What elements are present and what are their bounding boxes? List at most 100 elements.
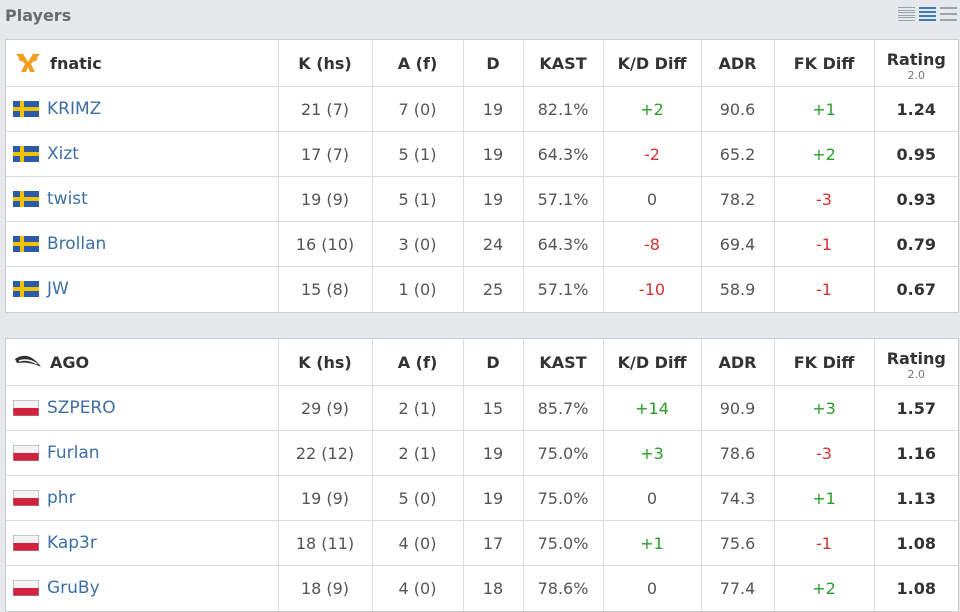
player-name-link[interactable]: Furlan [47,443,100,463]
large-view-icon[interactable] [940,6,957,22]
standard-view-icon[interactable] [919,6,936,22]
deaths-cell: 19 [462,131,523,177]
column-header: ADR [700,40,774,87]
kd-diff-cell: 0 [602,176,701,222]
rating-header-label: Rating [886,348,946,368]
fk-diff-cell: -1 [773,520,874,566]
adr-cell: 58.9 [700,266,774,312]
kd-diff-cell: -8 [602,221,701,267]
player-name-link[interactable]: SZPERO [47,398,116,418]
team-name[interactable]: fnatic [50,53,102,73]
column-header: K (hs) [277,339,372,386]
kd-diff-cell: 0 [602,565,701,611]
rating-cell: 0.67 [873,266,958,312]
fk-diff-cell: +1 [773,86,874,132]
poland-flag-icon [13,580,39,597]
rating-cell: 0.93 [873,176,958,222]
fk-diff-cell: -3 [773,430,874,476]
assists-cell: 4 (0) [371,565,463,611]
column-header: Rating 2.0 [873,40,958,87]
player-name-link[interactable]: Xizt [47,144,79,164]
player-name-link[interactable]: phr [47,488,76,508]
kills-cell: 18 (9) [277,565,372,611]
kast-cell: 78.6% [522,565,603,611]
fk-diff-cell: -1 [773,266,874,312]
team-stats-table-ago: AGO K (hs) A (f) D KAST K/D Diff ADR FK Diff Rat… [5,338,959,612]
player-cell: Xizt [6,132,278,177]
adr-cell: 69.4 [700,221,774,267]
rating-version-label: 2.0 [907,368,926,381]
assists-cell: 4 (0) [371,520,463,566]
kast-cell: 82.1% [522,86,603,132]
column-header: KAST [522,40,603,87]
kd-diff-cell: -10 [602,266,701,312]
kast-cell: 64.3% [522,131,603,177]
team-stats-table-fnatic: fnatic K (hs) A (f) D KAST K/D Diff ADR FK Diff… [5,39,959,313]
column-header: A (f) [371,40,463,87]
kd-diff-cell: +2 [602,86,701,132]
kast-cell: 64.3% [522,221,603,267]
sweden-flag-icon [13,191,39,207]
player-row: JW 15 (8) 1 (0) 25 57.1% -10 58.9 -1 0.67 [6,266,958,312]
deaths-cell: 15 [462,385,523,431]
assists-cell: 7 (0) [371,86,463,132]
team-header[interactable]: fnatic [6,40,278,87]
player-name-link[interactable]: GruBy [47,578,100,599]
player-row: phr 19 (9) 5 (0) 19 75.0% 0 74.3 +1 1.13 [6,475,958,521]
player-cell: Furlan [6,431,278,476]
table-header-row: AGO K (hs) A (f) D KAST K/D Diff ADR FK Diff Rat… [6,339,958,386]
kast-cell: 75.0% [522,475,603,521]
player-name-link[interactable]: Kap3r [47,533,97,553]
player-cell: phr [6,476,278,521]
assists-cell: 5 (0) [371,475,463,521]
column-header: A (f) [371,339,463,386]
player-row: KRIMZ 21 (7) 7 (0) 19 82.1% +2 90.6 +1 1.24 [6,86,958,132]
kd-diff-cell: +14 [602,385,701,431]
kast-cell: 75.0% [522,430,603,476]
adr-cell: 90.9 [700,385,774,431]
compact-view-icon[interactable] [898,6,915,22]
assists-cell: 5 (1) [371,131,463,177]
deaths-cell: 24 [462,221,523,267]
table-header-row: fnatic K (hs) A (f) D KAST K/D Diff ADR FK Diff… [6,40,958,87]
fnatic-logo-icon [16,54,40,72]
column-header: K/D Diff [602,40,701,87]
sweden-flag-icon [13,101,39,117]
ago-logo-icon [15,355,41,367]
adr-cell: 75.6 [700,520,774,566]
player-cell: JW [6,267,278,312]
team-header[interactable]: AGO [6,339,278,386]
adr-cell: 65.2 [700,131,774,177]
kills-cell: 16 (10) [277,221,372,267]
assists-cell: 3 (0) [371,221,463,267]
player-name-link[interactable]: KRIMZ [47,99,102,119]
column-header: ADR [700,339,774,386]
kd-diff-cell: 0 [602,475,701,521]
sweden-flag-icon [13,146,39,162]
poland-flag-icon [13,535,39,551]
fk-diff-cell: +2 [773,565,874,611]
player-name-link[interactable]: JW [47,279,69,300]
column-header: K (hs) [277,40,372,87]
kills-cell: 29 (9) [277,385,372,431]
player-name-link[interactable]: Brollan [47,234,107,254]
column-header: FK Diff [773,40,874,87]
column-header: D [462,339,523,386]
kills-cell: 22 (12) [277,430,372,476]
team-name[interactable]: AGO [50,352,90,372]
player-cell: SZPERO [6,386,278,431]
player-cell: GruBy [6,566,278,611]
player-name-link[interactable]: twist [47,189,88,209]
rating-header-label: Rating [886,49,946,69]
column-header: FK Diff [773,339,874,386]
adr-cell: 77.4 [700,565,774,611]
deaths-cell: 19 [462,86,523,132]
kills-cell: 18 (11) [277,520,372,566]
player-row: Xizt 17 (7) 5 (1) 19 64.3% -2 65.2 +2 0.95 [6,131,958,177]
deaths-cell: 19 [462,475,523,521]
assists-cell: 5 (1) [371,176,463,222]
fk-diff-cell: -1 [773,221,874,267]
player-row: Brollan 16 (10) 3 (0) 24 64.3% -8 69.4 -1 0.79 [6,221,958,267]
rating-cell: 1.08 [873,520,958,566]
rating-version-label: 2.0 [907,69,926,82]
